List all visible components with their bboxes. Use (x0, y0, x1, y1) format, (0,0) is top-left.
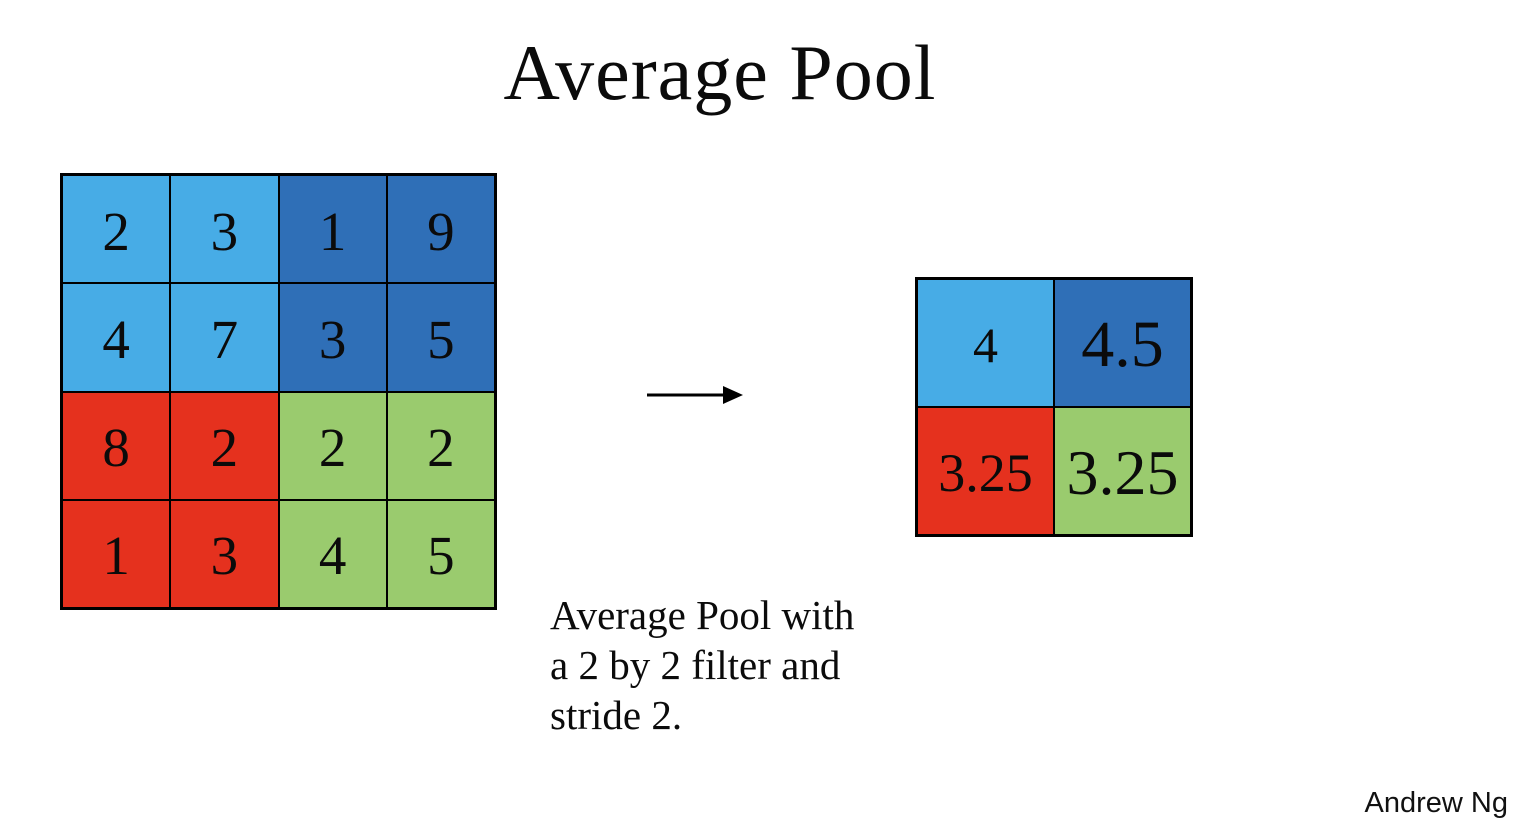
input-cell-r0c3: 9 (386, 175, 495, 284)
input-cell-r1c2: 3 (278, 283, 387, 392)
input-cell-r1c1: 7 (170, 283, 279, 392)
input-cell-r3c0: 1 (62, 499, 171, 608)
input-cell-r1c3: 5 (386, 283, 495, 392)
output-cell-r1c1: 3.25 (1054, 407, 1191, 535)
input-cell-r2c1: 2 (170, 391, 279, 500)
input-cell-r3c3: 5 (386, 499, 495, 608)
caption-line: stride 2. (550, 692, 683, 738)
input-cell-r3c1: 3 (170, 499, 279, 608)
attribution: Andrew Ng (1364, 787, 1508, 819)
caption-line: a 2 by 2 filter and (550, 642, 841, 688)
caption-line: Average Pool with (550, 592, 855, 638)
right-arrow-icon (647, 386, 743, 404)
output-cell-r0c0: 4 (917, 279, 1054, 407)
output-cell-r1c0: 3.25 (917, 407, 1054, 535)
input-cell-r3c2: 4 (278, 499, 387, 608)
input-cell-r0c0: 2 (62, 175, 171, 284)
output-cell-r0c1: 4.5 (1054, 279, 1191, 407)
caption: Average Pool with a 2 by 2 filter and st… (550, 590, 854, 740)
input-cell-r2c0: 8 (62, 391, 171, 500)
input-cell-r0c2: 1 (278, 175, 387, 284)
input-cell-r1c0: 4 (62, 283, 171, 392)
input-cell-r2c3: 2 (386, 391, 495, 500)
output-matrix: 4 4.5 3.25 3.25 (915, 277, 1193, 537)
input-cell-r0c1: 3 (170, 175, 279, 284)
page-title: Average Pool (503, 29, 937, 116)
input-cell-r2c2: 2 (278, 391, 387, 500)
